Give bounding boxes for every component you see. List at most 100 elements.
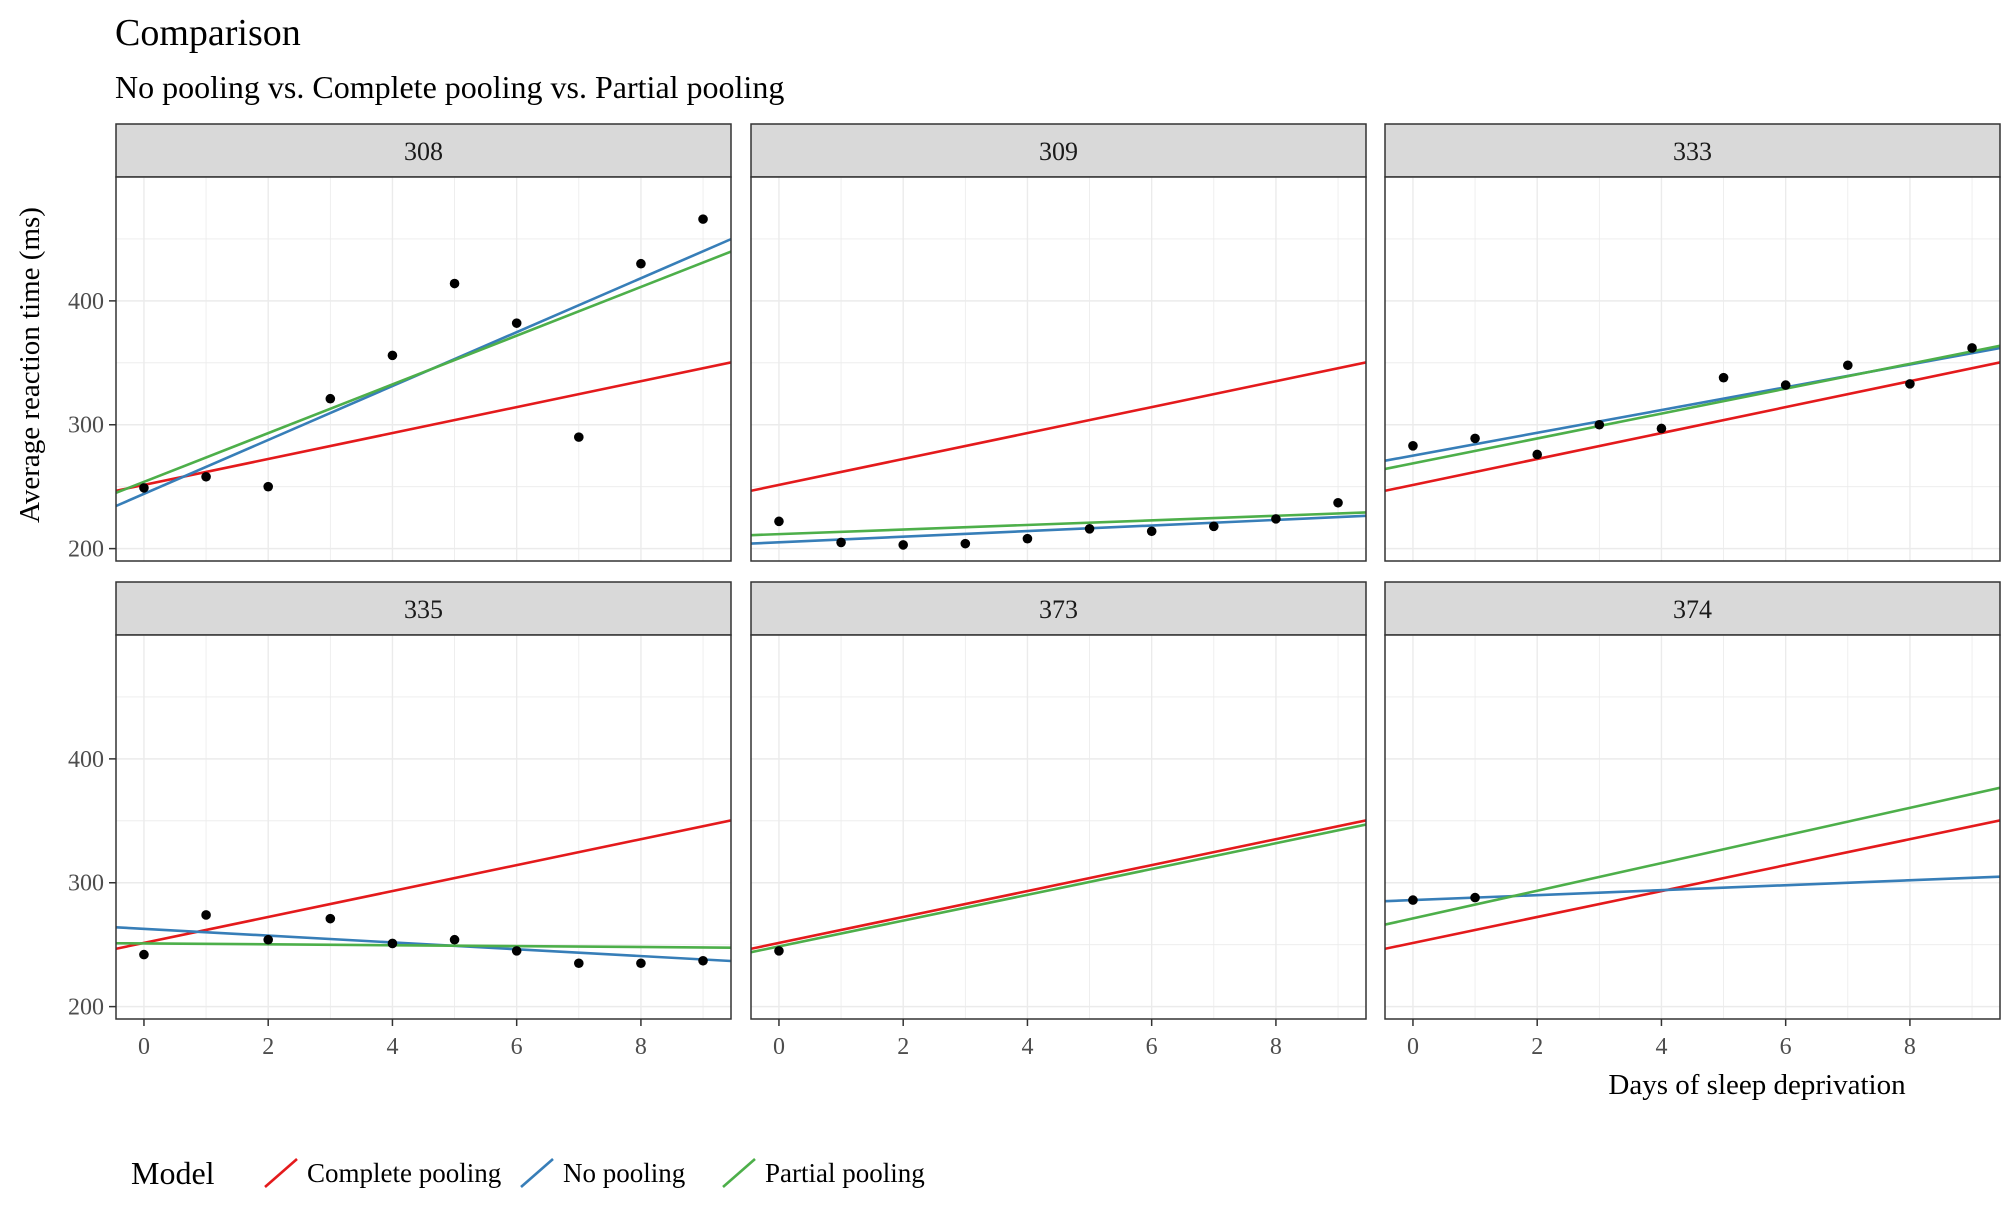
data-point — [774, 946, 784, 956]
chart-title: Comparison — [115, 12, 301, 54]
y-tick-label: 200 — [68, 537, 104, 563]
data-point — [774, 516, 784, 527]
data-point — [898, 540, 908, 550]
facet-strip-label: 309 — [1039, 137, 1078, 166]
panel-border — [750, 634, 1367, 1020]
grid — [751, 177, 1366, 561]
data-point — [201, 471, 211, 482]
series-line-partial-pooling — [1385, 786, 2000, 926]
data-point — [636, 258, 646, 269]
facet-strip-label: 373 — [1039, 595, 1078, 624]
x-tick-label: 2 — [897, 1034, 909, 1060]
series-lines — [1385, 344, 2000, 493]
x-tick-label: 4 — [1021, 1034, 1033, 1060]
series-line-complete-pooling — [751, 819, 1366, 951]
data-point — [1209, 521, 1219, 532]
data-point — [574, 958, 584, 969]
data-point — [574, 432, 584, 442]
panel-border — [115, 176, 732, 562]
data-point — [1470, 433, 1480, 444]
series-line-complete-pooling — [116, 361, 731, 493]
data-point — [1532, 449, 1542, 460]
series-line-complete-pooling — [1385, 819, 2000, 951]
data-point — [1967, 343, 1977, 353]
y-axis-label: Average reaction time (ms) — [14, 207, 46, 523]
data-point — [201, 910, 211, 920]
data-point — [1146, 526, 1157, 537]
y-tick-label: 400 — [68, 747, 104, 773]
plot-background — [751, 635, 1366, 1019]
facet-strip — [750, 123, 1367, 178]
plot-background — [751, 177, 1366, 561]
facet-strip — [750, 581, 1367, 636]
data-point — [387, 938, 398, 949]
data-point — [263, 481, 273, 492]
facet-strip-label: 308 — [404, 137, 443, 166]
x-tick-label: 2 — [1531, 1034, 1543, 1060]
x-tick-label: 2 — [262, 1034, 274, 1060]
data-point — [325, 913, 336, 924]
plot-background — [1385, 177, 2000, 561]
data-point — [636, 958, 646, 969]
data-point — [1718, 372, 1729, 383]
data-point — [1780, 380, 1791, 390]
facet-strip — [1384, 581, 2001, 636]
data-point — [698, 214, 708, 224]
facet-strip-label: 335 — [404, 595, 443, 624]
data-point — [1656, 423, 1667, 434]
x-axis-label: Days of sleep deprivation — [1608, 1069, 1906, 1101]
series-line-no-pooling — [751, 514, 1366, 545]
panel-border — [1384, 176, 2001, 562]
data-point — [449, 278, 460, 289]
panel-border — [115, 634, 732, 1020]
legend-key-partial-pooling — [722, 1158, 756, 1188]
legend-label-complete-pooling: Complete pooling — [307, 1158, 501, 1188]
data-points — [774, 497, 1343, 550]
series-lines — [116, 237, 731, 508]
facet-strip-label: 374 — [1673, 595, 1712, 624]
facet-strip — [115, 123, 732, 178]
data-point — [325, 393, 336, 404]
series-line-complete-pooling — [751, 361, 1366, 493]
x-tick-label: 8 — [635, 1034, 647, 1060]
data-point — [511, 318, 522, 328]
data-points — [774, 946, 784, 956]
facet-panel-373: 373 0 2 4 6 8 — [750, 581, 1367, 1060]
facet-panel-309: 309 — [750, 123, 1367, 562]
grid — [1385, 177, 2000, 561]
data-point — [1408, 895, 1418, 905]
x-tick-label: 0 — [1407, 1034, 1419, 1060]
legend-key-complete-pooling — [264, 1158, 298, 1188]
plot-background — [116, 177, 731, 561]
series-line-complete-pooling — [1385, 361, 2000, 493]
data-point — [1594, 419, 1605, 430]
data-point — [139, 949, 149, 960]
data-point — [1470, 892, 1480, 903]
x-tick-label: 8 — [1904, 1034, 1916, 1060]
facet-strip — [115, 581, 732, 636]
series-lines — [1385, 786, 2000, 951]
data-point — [263, 934, 273, 945]
facet-strip — [1384, 123, 2001, 178]
series-lines — [116, 819, 731, 963]
legend-label-partial-pooling: Partial pooling — [765, 1158, 925, 1188]
y-tick-label: 400 — [68, 289, 104, 315]
data-points — [139, 214, 708, 493]
data-point — [1408, 441, 1418, 451]
data-point — [836, 537, 846, 548]
grid — [751, 635, 1366, 1019]
data-point — [1022, 533, 1033, 544]
y-tick-label: 300 — [68, 871, 104, 897]
legend-label-no-pooling: No pooling — [563, 1158, 685, 1188]
data-points — [139, 910, 708, 969]
x-tick-label: 6 — [511, 1034, 523, 1060]
series-line-partial-pooling — [751, 823, 1366, 954]
series-lines — [751, 819, 1366, 954]
series-lines — [751, 361, 1366, 545]
data-point — [387, 350, 398, 361]
data-point — [1843, 360, 1853, 371]
x-tick-label: 6 — [1780, 1034, 1792, 1060]
data-point — [139, 483, 149, 493]
x-tick-label: 0 — [773, 1034, 785, 1060]
